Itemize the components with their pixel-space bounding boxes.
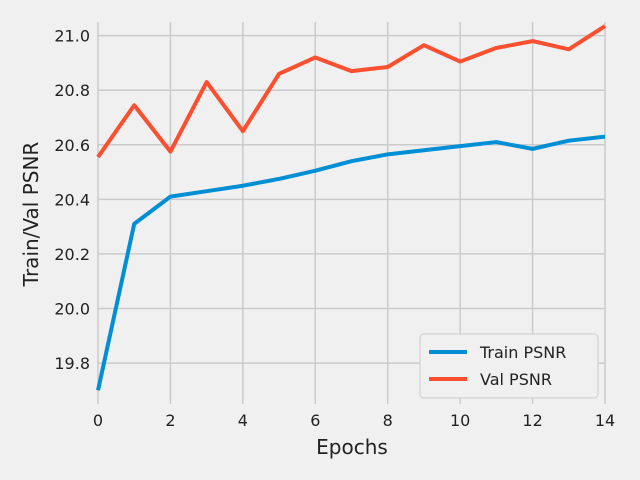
legend-label: Train PSNR <box>479 343 566 362</box>
y-tick-label: 20.8 <box>54 81 90 100</box>
x-tick-label: 0 <box>93 411 103 430</box>
x-tick-label: 14 <box>595 411 615 430</box>
x-tick-label: 6 <box>310 411 320 430</box>
series-lines <box>96 24 607 391</box>
y-tick-labels: 19.8 20.0 20.2 20.4 20.6 20.8 21.0 <box>54 27 90 373</box>
x-tick-labels: 0 2 4 6 8 10 12 14 <box>93 411 615 430</box>
x-tick-label: 10 <box>450 411 470 430</box>
y-tick-label: 20.0 <box>54 300 90 319</box>
x-tick-label: 12 <box>522 411 542 430</box>
series-line-val-psnr <box>96 24 607 159</box>
x-tick-label: 2 <box>165 411 175 430</box>
legend: Train PSNR Val PSNR <box>419 333 599 399</box>
y-tick-label: 20.2 <box>54 245 90 264</box>
x-tick-label: 4 <box>238 411 248 430</box>
series-line-train-psnr <box>96 134 606 391</box>
x-axis-label: Epochs <box>316 435 388 459</box>
y-tick-label: 21.0 <box>54 27 90 46</box>
y-tick-label: 20.4 <box>54 190 90 209</box>
y-tick-label: 20.6 <box>54 136 90 155</box>
legend-label: Val PSNR <box>480 370 552 389</box>
y-axis-label: Train/Val PSNR <box>19 142 43 288</box>
x-tick-label: 8 <box>383 411 393 430</box>
y-tick-label: 19.8 <box>54 354 90 373</box>
